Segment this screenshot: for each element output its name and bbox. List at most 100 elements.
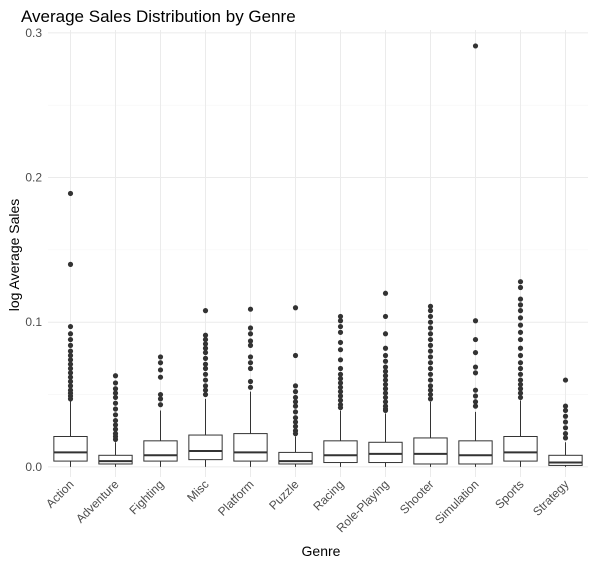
- outlier-point: [337, 397, 344, 403]
- outlier-point: [67, 331, 74, 337]
- box-sports: [503, 279, 538, 467]
- outlier-point: [472, 318, 479, 324]
- outlier-point: [517, 336, 524, 343]
- outlier-point: [562, 419, 569, 425]
- outlier-point: [67, 352, 74, 359]
- boxes-layer: [53, 43, 583, 467]
- outlier-point: [337, 380, 344, 386]
- outlier-point: [202, 391, 209, 398]
- outlier-point: [382, 352, 389, 359]
- outlier-point: [67, 378, 74, 385]
- outlier-point: [157, 374, 164, 380]
- outlier-point: [517, 381, 524, 388]
- outlier-point: [247, 331, 254, 337]
- x-tick-label: Strategy: [530, 477, 572, 519]
- outlier-point: [67, 383, 74, 389]
- outlier-point: [427, 396, 434, 402]
- outlier-point: [382, 358, 389, 364]
- outlier-point: [382, 386, 389, 392]
- outlier-point: [202, 341, 209, 347]
- outlier-point: [67, 357, 74, 363]
- outlier-point: [202, 387, 209, 393]
- outlier-point: [202, 332, 209, 338]
- outlier-point: [112, 422, 119, 428]
- outlier-point: [472, 399, 479, 405]
- y-tick-label: 0.0: [25, 460, 42, 474]
- outlier-point: [472, 349, 479, 356]
- outlier-point: [67, 336, 74, 343]
- outlier-point: [472, 364, 479, 370]
- outlier-point: [292, 409, 299, 415]
- iqr-box: [458, 440, 493, 465]
- outlier-point: [112, 400, 119, 406]
- outlier-point: [247, 365, 254, 372]
- outlier-point: [157, 367, 164, 373]
- outlier-point: [427, 308, 434, 314]
- outlier-point: [337, 371, 344, 377]
- outlier-point: [247, 325, 254, 331]
- outlier-point: [337, 384, 344, 390]
- outlier-point: [67, 374, 74, 380]
- outlier-point: [112, 406, 119, 412]
- x-tick-label: Shooter: [397, 477, 437, 517]
- outlier-point: [67, 323, 74, 330]
- outlier-point: [202, 355, 209, 361]
- outlier-point: [157, 354, 164, 360]
- outlier-point: [337, 318, 344, 324]
- outlier-point: [472, 393, 479, 399]
- outlier-point: [517, 329, 524, 335]
- outlier-point: [382, 290, 389, 296]
- outlier-point: [292, 419, 299, 425]
- outlier-point: [112, 417, 119, 424]
- x-axis-title: Genre: [302, 543, 341, 559]
- outlier-point: [202, 377, 209, 383]
- outlier-point: [292, 415, 299, 421]
- outlier-point: [292, 399, 299, 405]
- outlier-point: [382, 381, 389, 388]
- outlier-point: [517, 345, 524, 351]
- outlier-point: [382, 364, 389, 370]
- outlier-point: [337, 357, 344, 363]
- outlier-point: [112, 380, 119, 386]
- outlier-point: [517, 394, 524, 401]
- box-shooter: [413, 303, 448, 467]
- y-tick-label: 0.1: [25, 315, 42, 329]
- outlier-point: [562, 431, 569, 437]
- outlier-point: [427, 336, 434, 343]
- outlier-point: [67, 365, 74, 372]
- outlier-point: [427, 354, 434, 360]
- outlier-point: [427, 303, 434, 309]
- outlier-point: [382, 313, 389, 320]
- box-puzzle: [278, 305, 313, 467]
- outlier-point: [517, 360, 524, 366]
- outlier-point: [517, 377, 524, 383]
- outlier-point: [382, 390, 389, 396]
- grid-lines: [48, 30, 588, 477]
- outlier-point: [112, 426, 119, 432]
- outlier-point: [337, 365, 344, 372]
- box-action: [53, 190, 88, 467]
- x-tick-label: Simulation: [432, 477, 482, 527]
- box-simulation: [458, 43, 493, 467]
- outlier-point: [517, 279, 524, 285]
- box-strategy: [548, 377, 583, 467]
- outlier-point: [247, 378, 254, 385]
- outlier-point: [112, 412, 119, 418]
- outlier-point: [427, 391, 434, 398]
- outlier-point: [562, 435, 569, 441]
- outlier-point: [292, 423, 299, 429]
- outlier-point: [67, 190, 74, 197]
- x-tick-label: Puzzle: [266, 477, 302, 513]
- outlier-point: [112, 394, 119, 401]
- x-tick-label: Sports: [492, 477, 526, 511]
- outlier-point: [337, 347, 344, 353]
- iqr-box: [368, 441, 403, 464]
- outlier-point: [337, 376, 344, 382]
- outlier-point: [427, 365, 434, 372]
- outlier-point: [427, 331, 434, 337]
- iqr-box: [98, 454, 133, 465]
- iqr-box: [503, 435, 538, 462]
- outlier-point: [517, 296, 524, 302]
- x-tick-label: Platform: [215, 477, 256, 518]
